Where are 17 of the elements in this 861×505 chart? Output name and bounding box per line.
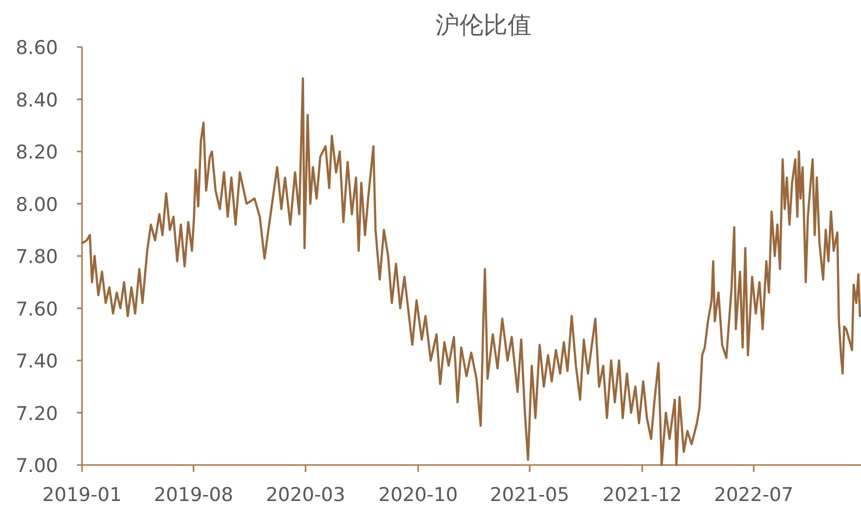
y-tick-label: 8.20: [16, 142, 58, 164]
y-tick-label: 8.60: [16, 37, 58, 59]
y-tick-label: 8.40: [16, 89, 58, 112]
x-tick-label: 2021-12: [602, 484, 682, 505]
y-tick-label: 8.00: [16, 194, 58, 216]
x-tick-label: 2020-10: [378, 484, 458, 505]
x-tick-label: 2019-08: [154, 484, 234, 505]
x-tick-label: 2019-01: [42, 484, 122, 505]
x-tick-label: 2020-03: [266, 484, 346, 505]
y-tick-label: 7.80: [16, 246, 58, 268]
y-tick-label: 7.20: [16, 402, 58, 425]
x-tick-label: 2021-05: [490, 484, 570, 505]
y-tick-label: 7.60: [16, 298, 58, 320]
x-tick-label: 2022-07: [714, 484, 794, 505]
chart-title: 沪伦比值: [436, 11, 532, 39]
y-tick-label: 7.00: [16, 455, 58, 477]
y-tick-label: 7.40: [16, 350, 58, 372]
